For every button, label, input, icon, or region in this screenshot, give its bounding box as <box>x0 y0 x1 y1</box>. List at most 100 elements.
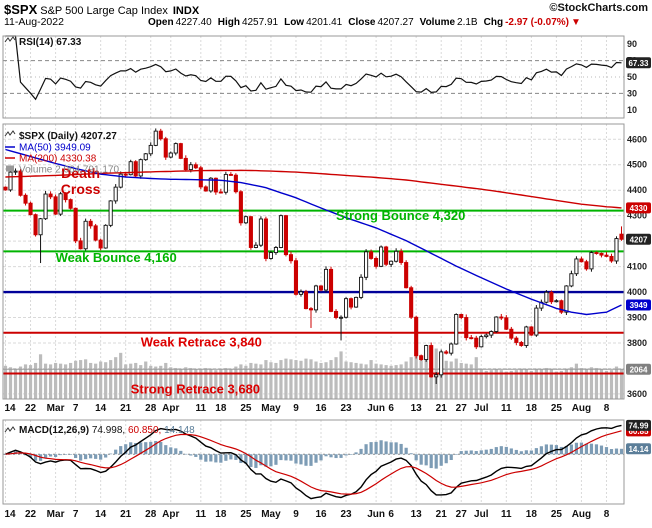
price-axis-label: 3900 <box>627 313 647 323</box>
rsi-axis-label: 90 <box>627 39 637 49</box>
legends: RSI(14) 67.33 $SPX (Daily) 4207.27MA(50) … <box>4 36 195 436</box>
x-tick-label: Jul <box>474 509 489 520</box>
macd-legend-label: MACD(12,26,9) 74.998, 60.850, 14.148 <box>19 425 195 436</box>
index-name: S&P 500 Large Cap Index <box>40 5 168 17</box>
candlestick-series <box>3 128 624 384</box>
volume-bars <box>3 348 624 399</box>
x-tick-label: 14 <box>4 403 16 414</box>
rsi-value-badge-text: 67.33 <box>628 59 649 68</box>
x-tick-label: Jul <box>474 403 489 414</box>
x-tick-label: 23 <box>340 509 352 520</box>
x-tick-label: 21 <box>436 509 448 520</box>
price-badge-3949-text: 3949 <box>630 301 648 310</box>
quote-volume-value: 2.1B <box>457 17 478 28</box>
title-row: $SPX S&P 500 Large Cap Index INDX ©StockCh… <box>4 1 650 19</box>
x-tick-label: Jun <box>367 509 385 520</box>
macd-badge-74.99-text: 74.99 <box>628 422 649 431</box>
chart-date: 11-Aug-2022 <box>4 16 64 28</box>
ma200-legend-label: MA(200) 4330.38 <box>19 154 97 165</box>
x-tick-label: Mar <box>47 403 65 414</box>
x-tick-label: 7 <box>73 403 79 414</box>
x-tick-label: 22 <box>25 403 37 414</box>
quote-open-value: 4227.40 <box>175 17 212 28</box>
rsi-axis-label: 10 <box>627 105 637 115</box>
quote-open-label: Open <box>148 17 174 28</box>
rsi-axis-label: 50 <box>627 72 637 82</box>
quote-low-label: Low <box>284 17 305 28</box>
x-tick-label: 21 <box>120 509 132 520</box>
x-tick-label: 16 <box>315 403 327 414</box>
x-tick-label: 27 <box>456 403 468 414</box>
volume-badge <box>626 363 651 375</box>
x-tick-label: 7 <box>73 509 79 520</box>
x-tick-label: 27 <box>456 509 468 520</box>
x-tick-label: 14 <box>95 403 107 414</box>
x-tick-label: 21 <box>436 403 448 414</box>
volume-legend-icon <box>6 165 14 172</box>
quote-open: Open 4227.40 <box>148 17 212 28</box>
main-panel-border <box>2 123 625 400</box>
quote-close-label: Close <box>348 17 376 28</box>
x-tick-label: May <box>261 403 281 414</box>
ma200-line <box>5 169 622 209</box>
death-cross-label: Cross <box>61 181 101 197</box>
volume-badge-text: 2064 <box>630 365 648 374</box>
x-tick-label: 6 <box>388 403 394 414</box>
right-axis: 9070503010460045004400430041004000390038… <box>626 39 651 455</box>
x-tick-label: 14 <box>95 509 107 520</box>
x-tick-label: 23 <box>340 403 352 414</box>
exchange-code: INDX <box>172 5 200 17</box>
x-tick-label: 9 <box>293 509 299 520</box>
price-axis-label: 3600 <box>627 389 647 399</box>
x-tick-label: 18 <box>526 509 538 520</box>
overlay-lines <box>5 35 622 316</box>
macd-badge-60.85-text: 60.85 <box>628 427 649 436</box>
quote-low: Low 4201.41 <box>284 17 342 28</box>
x-tick-label: 11 <box>501 403 512 414</box>
quote-high-label: High <box>217 17 240 28</box>
x-tick-label: May <box>261 509 281 520</box>
price-axis-label: 4100 <box>627 262 647 272</box>
x-tick-label: 25 <box>551 509 563 520</box>
quote-volume: Volume 2.1B <box>420 17 478 28</box>
rsi-value-badge <box>626 57 651 69</box>
x-tick-label: Jun <box>367 403 385 414</box>
strong-bounce-label: Strong Bounce 4,320 <box>336 208 465 223</box>
x-tick-label: 16 <box>315 509 327 520</box>
quote-change-value: -2.97 (-0.07%) <box>505 17 569 28</box>
quote-change-label: Chg <box>483 17 504 28</box>
x-tick-label: 13 <box>411 509 423 520</box>
ma50-line <box>5 148 622 316</box>
rsi-axis-label: 30 <box>627 88 637 98</box>
panel-borders <box>2 35 625 505</box>
rsi-panel-border <box>2 35 625 119</box>
price-badge-4330-text: 4330 <box>630 204 648 213</box>
price-axis-label: 3800 <box>627 338 647 348</box>
price-badge-4207-text: 4207 <box>630 235 648 244</box>
x-tick-label: 6 <box>388 509 394 520</box>
quote-high-value: 4257.91 <box>241 17 279 28</box>
quote-row: 11-Aug-2022 Open 4227.40 High 4257.91 Low 4201… <box>4 16 650 28</box>
price-axis-label: 4600 <box>627 134 647 144</box>
price-badge-4330 <box>626 202 651 214</box>
x-tick-label: Aug <box>572 403 591 414</box>
death-cross-label: Death <box>61 165 100 181</box>
symbol: $SPX <box>4 2 38 17</box>
x-tick-label: 8 <box>604 509 610 520</box>
x-tick-label: 25 <box>551 403 563 414</box>
x-tick-label: 18 <box>215 403 227 414</box>
x-tick-label: 21 <box>120 403 132 414</box>
rsi-legend-icon <box>4 36 16 43</box>
weak-retrace-label: Weak Retrace 3,840 <box>141 335 262 350</box>
spx-legend-icon <box>4 130 16 137</box>
x-tick-label: 18 <box>526 403 538 414</box>
macd-line <box>5 424 622 500</box>
x-tick-label: 28 <box>145 403 157 414</box>
x-tick-label: Aug <box>572 509 591 520</box>
quote-high: High 4257.91 <box>218 17 278 28</box>
price-badge-4207 <box>626 233 651 245</box>
x-tick-label: 25 <box>240 403 252 414</box>
